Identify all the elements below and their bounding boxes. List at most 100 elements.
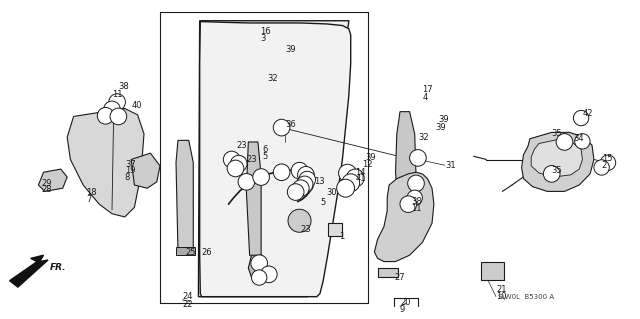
Circle shape: [230, 155, 247, 172]
Circle shape: [556, 134, 573, 150]
Text: 39: 39: [365, 153, 376, 162]
Circle shape: [299, 171, 316, 188]
Polygon shape: [176, 140, 193, 254]
Text: 24: 24: [182, 292, 193, 301]
Text: 4: 4: [422, 93, 428, 102]
FancyBboxPatch shape: [378, 268, 398, 277]
Text: 11: 11: [412, 204, 422, 213]
Circle shape: [260, 266, 277, 283]
Text: 19: 19: [125, 166, 135, 175]
Circle shape: [227, 160, 244, 177]
FancyBboxPatch shape: [328, 223, 342, 236]
Polygon shape: [374, 172, 434, 262]
Circle shape: [238, 174, 255, 190]
Text: 37: 37: [125, 160, 136, 169]
Circle shape: [223, 151, 240, 168]
Polygon shape: [176, 247, 195, 255]
Text: 35: 35: [552, 166, 563, 175]
Text: 25: 25: [186, 248, 196, 256]
Circle shape: [339, 164, 356, 182]
Circle shape: [407, 190, 422, 205]
Circle shape: [337, 179, 355, 197]
Circle shape: [543, 166, 560, 182]
Text: 18: 18: [86, 189, 97, 197]
Text: 42: 42: [582, 109, 593, 118]
Polygon shape: [10, 255, 48, 287]
Polygon shape: [531, 140, 582, 177]
Polygon shape: [131, 153, 160, 188]
Text: 6: 6: [262, 145, 268, 154]
Text: 38: 38: [412, 197, 422, 206]
FancyBboxPatch shape: [481, 262, 504, 280]
Text: 9: 9: [400, 305, 405, 314]
Circle shape: [342, 174, 360, 192]
Circle shape: [408, 175, 424, 192]
Circle shape: [575, 134, 590, 149]
Text: 12: 12: [362, 160, 372, 169]
Text: 23: 23: [237, 141, 248, 150]
Circle shape: [400, 196, 417, 212]
Circle shape: [104, 101, 120, 118]
Text: 36: 36: [285, 120, 296, 129]
Text: 38: 38: [118, 82, 129, 91]
Circle shape: [292, 180, 309, 197]
Text: 8: 8: [125, 173, 130, 182]
Text: 23: 23: [301, 225, 312, 234]
Text: 2: 2: [602, 161, 607, 170]
Text: 14: 14: [355, 168, 365, 177]
Text: 13: 13: [314, 177, 324, 186]
Circle shape: [97, 108, 114, 124]
Circle shape: [109, 94, 125, 110]
Text: 27: 27: [395, 273, 406, 282]
Text: 3: 3: [260, 34, 266, 43]
Circle shape: [273, 119, 290, 136]
Text: 5: 5: [262, 152, 268, 161]
Circle shape: [287, 184, 304, 200]
Text: 39: 39: [435, 123, 446, 132]
Text: 39: 39: [438, 115, 449, 124]
Circle shape: [298, 167, 314, 183]
Circle shape: [594, 160, 609, 175]
Polygon shape: [38, 169, 67, 191]
Circle shape: [296, 176, 313, 193]
Text: 7: 7: [86, 195, 92, 204]
Polygon shape: [396, 112, 416, 211]
Text: 32: 32: [268, 74, 278, 83]
Text: 41: 41: [355, 174, 365, 183]
Polygon shape: [198, 21, 349, 297]
Text: 26: 26: [202, 248, 212, 256]
Text: 10: 10: [496, 292, 506, 301]
Text: 29: 29: [42, 179, 52, 188]
Circle shape: [251, 255, 268, 271]
Text: 21: 21: [496, 285, 506, 294]
Text: 22: 22: [182, 300, 193, 309]
Text: 17: 17: [422, 85, 433, 94]
Text: 32: 32: [419, 133, 429, 142]
Circle shape: [252, 270, 267, 285]
Circle shape: [410, 150, 426, 166]
Text: 1: 1: [339, 232, 344, 241]
Text: 34: 34: [573, 134, 584, 143]
Text: 11: 11: [112, 90, 122, 99]
Polygon shape: [67, 108, 144, 217]
Circle shape: [573, 110, 589, 126]
Text: 28: 28: [42, 185, 52, 194]
Circle shape: [273, 164, 290, 181]
Text: 31: 31: [445, 161, 456, 170]
Polygon shape: [246, 142, 261, 258]
Text: 39: 39: [285, 45, 296, 54]
Text: FR.: FR.: [50, 263, 67, 272]
Text: S\W0L  B5300 A: S\W0L B5300 A: [498, 294, 554, 300]
Polygon shape: [522, 132, 594, 191]
Text: 16: 16: [260, 27, 271, 36]
Circle shape: [288, 209, 311, 232]
Text: 23: 23: [246, 155, 257, 164]
Circle shape: [253, 169, 269, 185]
Circle shape: [110, 108, 127, 125]
Polygon shape: [200, 22, 351, 297]
Circle shape: [346, 169, 364, 187]
Text: 35: 35: [552, 129, 563, 138]
Text: 15: 15: [602, 154, 612, 163]
Text: 20: 20: [400, 298, 410, 307]
Polygon shape: [248, 255, 266, 278]
